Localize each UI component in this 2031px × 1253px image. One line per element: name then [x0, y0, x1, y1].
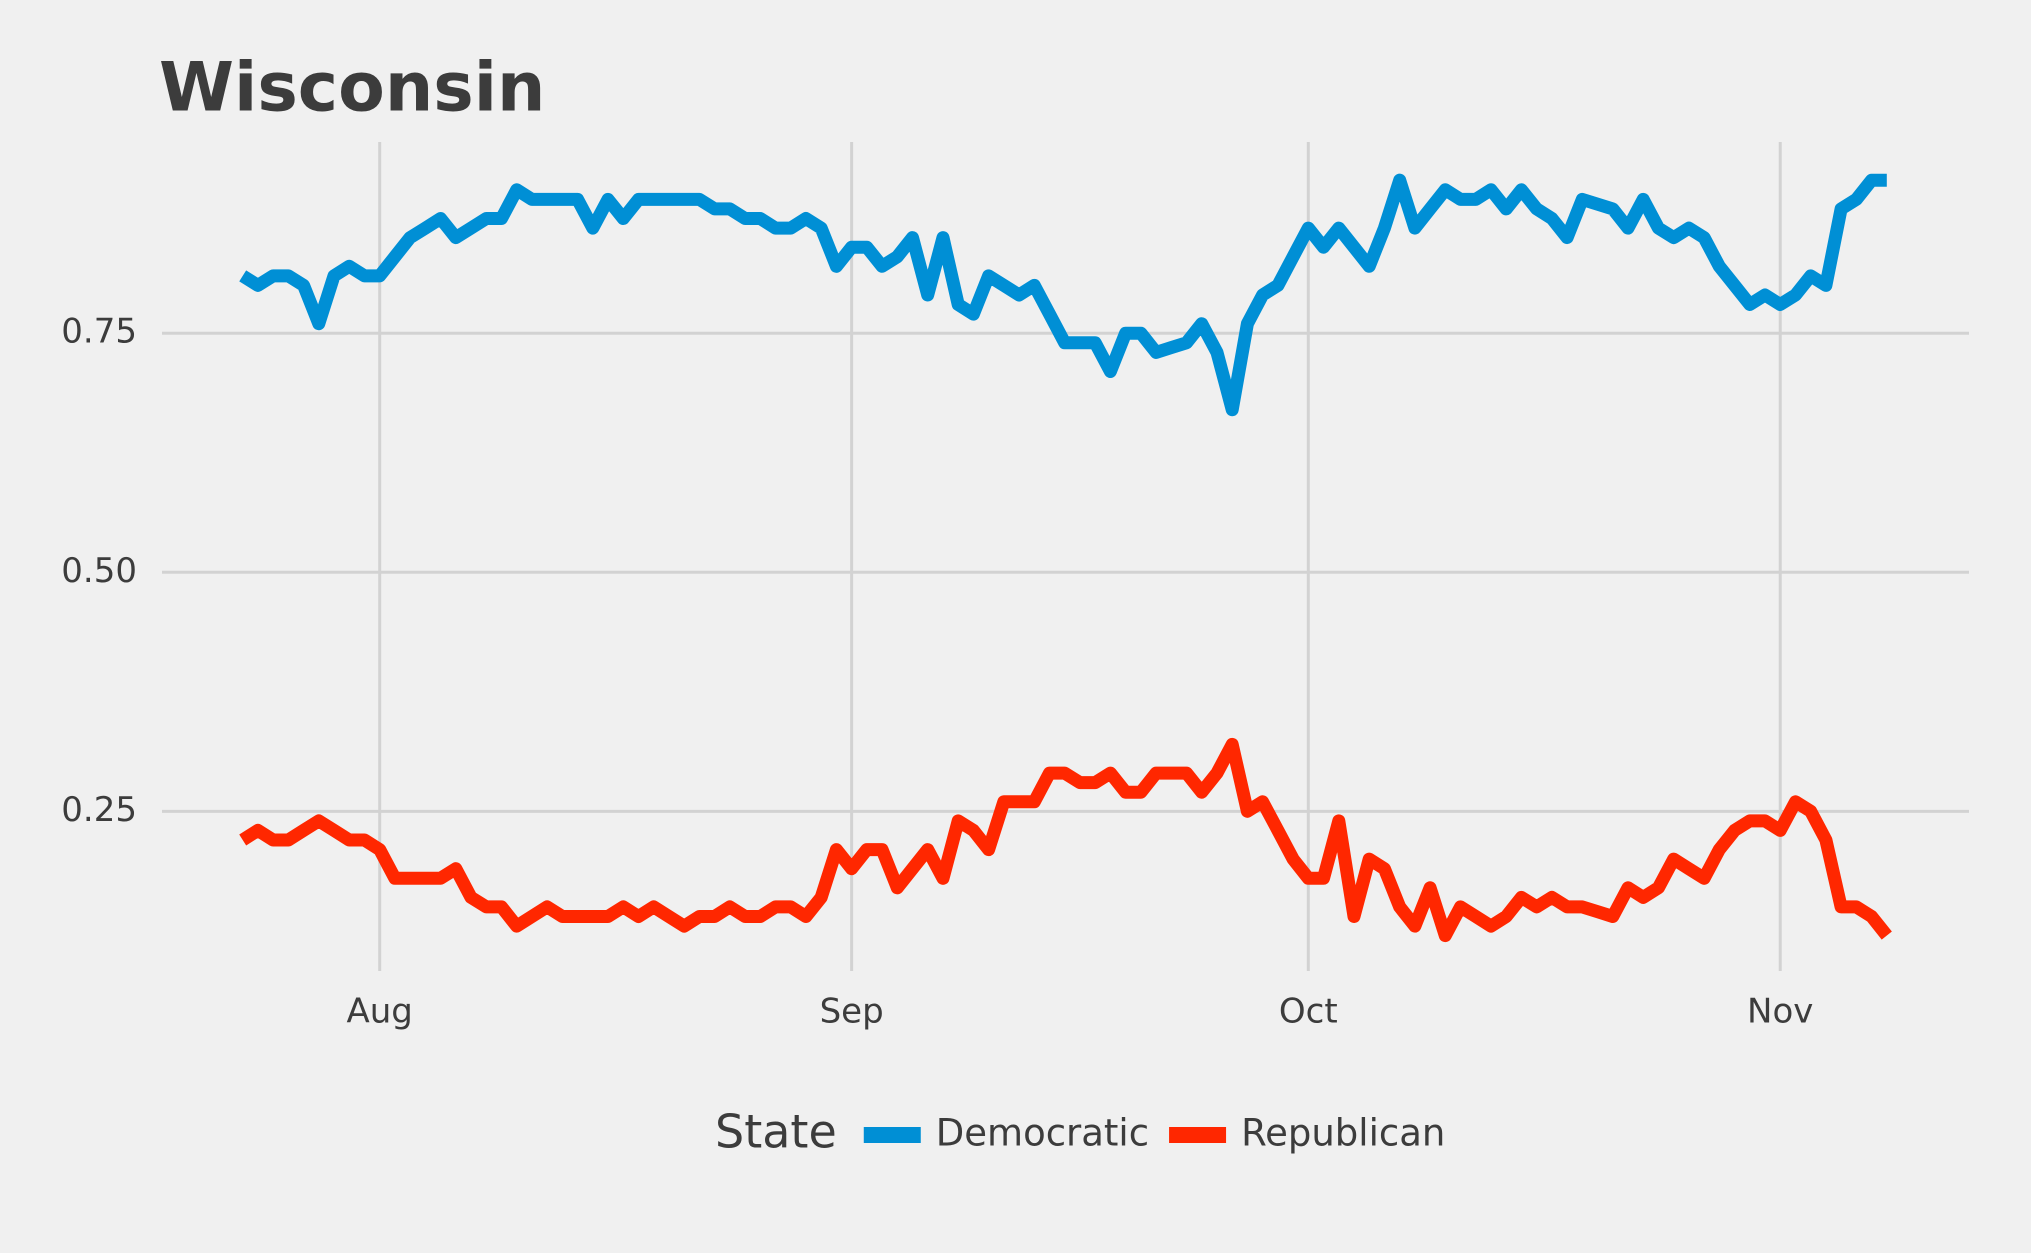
- legend-label: Republican: [1241, 1112, 1445, 1155]
- legend-title: State: [715, 1105, 837, 1159]
- y-tick-label: 0.75: [61, 312, 137, 352]
- x-tick-label: Aug: [346, 992, 412, 1032]
- data-line: [239, 173, 1887, 417]
- legend-key: [1169, 1127, 1227, 1143]
- x-tick-label: Oct: [1279, 992, 1338, 1032]
- y-tick-label: 0.50: [61, 551, 137, 591]
- legend-label: Democratic: [936, 1112, 1149, 1155]
- chart-title: Wisconsin: [159, 49, 545, 128]
- legend-key: [863, 1127, 921, 1143]
- y-tick-label: 0.25: [61, 790, 137, 830]
- x-tick-label: Nov: [1747, 992, 1813, 1032]
- data-line: [239, 737, 1892, 943]
- x-tick-label: Sep: [820, 992, 884, 1032]
